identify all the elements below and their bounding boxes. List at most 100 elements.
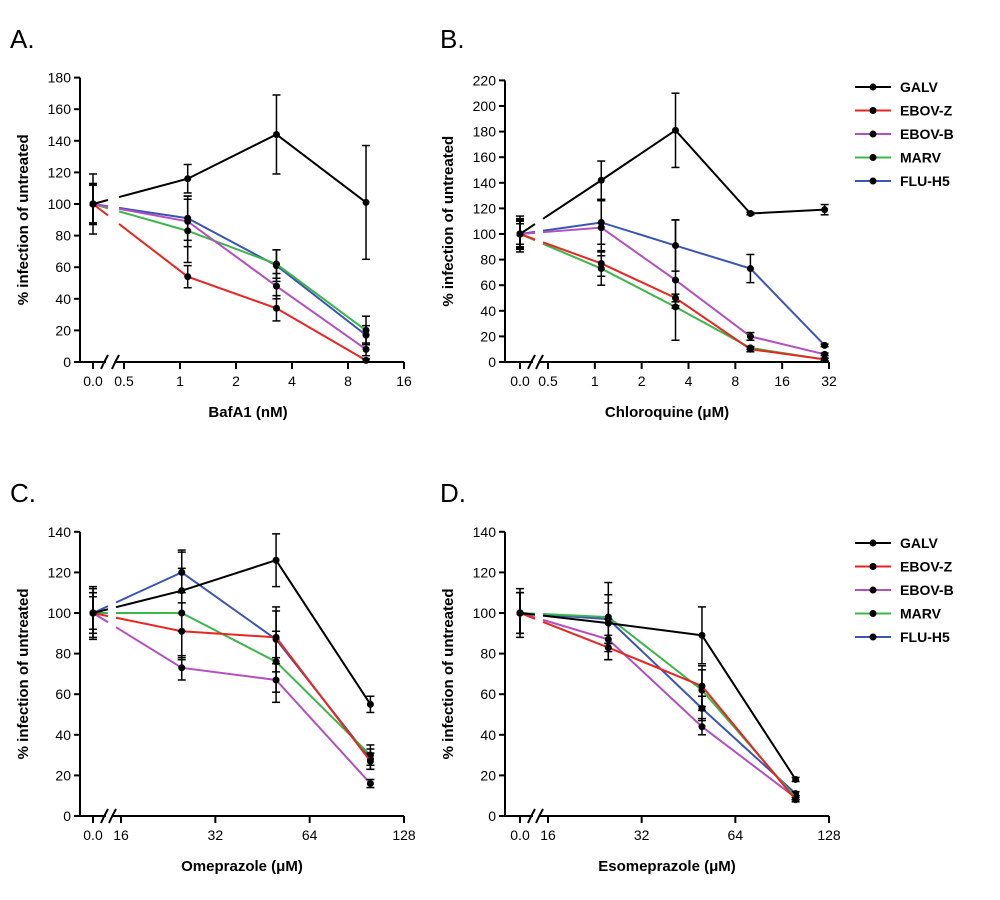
y-tick-label: 100 xyxy=(473,605,497,621)
y-tick-label: 0 xyxy=(63,808,71,824)
y-tick-label: 220 xyxy=(473,72,497,88)
y-tick-label: 20 xyxy=(480,328,496,344)
panel-letter: C. xyxy=(10,478,36,508)
y-tick-label: 80 xyxy=(480,252,496,268)
x-tick-label: 16 xyxy=(113,827,129,843)
series-line xyxy=(92,571,372,760)
panel-2: C. 0 20 40 60 80 100 120 140 % infection of untre… xyxy=(10,478,416,875)
series-line xyxy=(519,221,826,347)
series-line xyxy=(92,203,367,351)
data-point xyxy=(597,224,605,232)
y-tick-label: 160 xyxy=(48,101,72,117)
series-flu-h5 xyxy=(516,199,829,349)
x-tick-label: 4 xyxy=(288,373,296,389)
data-point xyxy=(746,210,754,218)
data-point xyxy=(362,326,370,334)
series-line xyxy=(519,612,797,781)
legend-label: EBOV-Z xyxy=(900,103,953,119)
x-tick-label: 0.0 xyxy=(510,373,530,389)
legend-item-galv: GALV xyxy=(855,535,939,551)
x-tick-label: 0.0 xyxy=(83,827,103,843)
series-ebov-z xyxy=(89,591,375,771)
x-axis-title: Esomeprazole (μM) xyxy=(598,858,736,875)
axis-break-mark xyxy=(527,354,536,370)
legend-item-marv: MARV xyxy=(855,150,942,166)
data-point xyxy=(792,775,800,783)
legend-label: FLU-H5 xyxy=(900,173,950,189)
x-tick-label: 0.0 xyxy=(83,373,103,389)
y-tick-label: 40 xyxy=(55,291,71,307)
panel-letter: B. xyxy=(440,24,465,54)
y-tick-label: 40 xyxy=(480,303,496,319)
legend-marker xyxy=(869,154,877,161)
y-axis-title: % infection of untreated xyxy=(440,588,457,759)
series-ebov-b xyxy=(516,198,829,358)
y-tick-label: 60 xyxy=(55,686,71,702)
legend-item-galv: GALV xyxy=(855,79,939,95)
y-tick-label: 60 xyxy=(55,259,71,275)
series-line xyxy=(92,133,367,205)
y-tick-label: 20 xyxy=(55,322,71,338)
legend-marker xyxy=(869,177,877,185)
series-line xyxy=(519,612,797,799)
data-point xyxy=(272,282,280,290)
x-tick-label: 16 xyxy=(396,373,412,389)
y-tick-label: 100 xyxy=(473,226,497,242)
data-point xyxy=(362,345,370,353)
series-line xyxy=(92,559,372,705)
data-point xyxy=(746,265,754,273)
x-tick-label: 1 xyxy=(591,373,599,389)
data-point xyxy=(672,126,680,134)
panel-letter: D. xyxy=(440,478,466,508)
axis-break-mark xyxy=(535,808,544,824)
axis-break-mark xyxy=(100,354,109,370)
y-tick-label: 40 xyxy=(55,727,71,743)
x-tick-label: 2 xyxy=(232,373,240,389)
legend-label: GALV xyxy=(900,79,939,95)
data-point xyxy=(89,200,97,208)
panel-0: A. 0 20 40 60 80 100 120 140 160 180 % infection of… xyxy=(10,24,412,421)
x-tick-label: 8 xyxy=(344,373,352,389)
series-line xyxy=(519,612,797,801)
y-tick-label: 0 xyxy=(63,354,71,370)
data-point xyxy=(821,206,829,214)
data-point xyxy=(746,332,754,340)
y-tick-label: 120 xyxy=(473,564,497,580)
legend-item-ebov-b: EBOV-B xyxy=(855,126,954,142)
data-point xyxy=(604,619,612,627)
x-tick-label: 16 xyxy=(540,827,556,843)
y-tick-label: 40 xyxy=(480,727,496,743)
data-point xyxy=(746,345,754,353)
x-tick-label: 32 xyxy=(821,373,837,389)
x-tick-label: 1 xyxy=(176,373,184,389)
legend-marker xyxy=(869,539,877,547)
data-point xyxy=(272,676,280,684)
panel-3: D. 0 20 40 60 80 100 120 140 % infection of untre… xyxy=(440,478,841,875)
data-point xyxy=(672,276,680,284)
data-point xyxy=(672,294,680,302)
data-point xyxy=(362,198,370,206)
data-point xyxy=(272,304,280,312)
series-galv xyxy=(89,533,375,714)
data-point xyxy=(272,260,280,268)
data-point xyxy=(821,350,829,358)
data-point xyxy=(272,130,280,138)
legend-marker xyxy=(869,563,877,570)
data-point xyxy=(362,356,370,364)
data-point xyxy=(698,682,706,690)
y-tick-label: 80 xyxy=(55,646,71,662)
axis-break-mark xyxy=(527,808,536,824)
y-tick-label: 80 xyxy=(55,228,71,244)
data-point xyxy=(821,341,829,349)
data-point xyxy=(366,700,374,708)
x-tick-label: 2 xyxy=(638,373,646,389)
series-ebov-b xyxy=(89,184,371,357)
legend-marker xyxy=(869,610,877,617)
series-flu-h5 xyxy=(89,551,375,771)
data-point xyxy=(184,175,192,183)
y-axis-title: % infection of untreated xyxy=(440,136,457,307)
series-line xyxy=(519,129,825,235)
data-point xyxy=(792,796,800,804)
legend-top: GALV EBOV-Z EBOV-B MARV FLU-H5 xyxy=(855,79,954,189)
